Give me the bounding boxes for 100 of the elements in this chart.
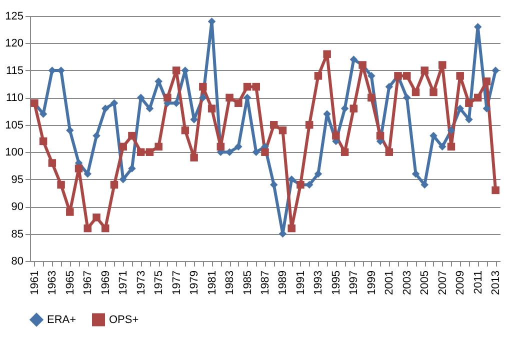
point [243,82,252,91]
point [208,104,216,112]
point [164,94,172,102]
point [438,142,446,151]
x-tick-label: 1999 [366,270,378,295]
point [270,180,278,189]
x-tick-label: 1971 [118,270,130,295]
point [234,142,242,151]
point [368,94,376,102]
y-tick-label: 95 [11,174,24,186]
legend-label: OPS+ [109,314,139,326]
x-tick-label: 2011 [472,270,484,294]
point [412,88,420,96]
point [412,170,420,178]
point [376,132,384,140]
point [190,154,198,162]
y-tick-label: 120 [5,38,24,50]
point [465,99,473,107]
x-tick-label: 1967 [82,270,94,295]
point [84,224,92,232]
point [350,104,358,112]
x-tick-label: 1987 [260,270,272,295]
point [474,94,482,102]
y-tick-label: 100 [5,146,24,159]
legend-label: ERA+ [47,314,76,326]
x-tick-label: 2009 [454,270,467,295]
point [288,175,296,184]
x-tick-label: 2013 [490,270,502,295]
point [66,208,74,216]
point [128,132,136,140]
point [340,104,349,112]
point [288,224,296,232]
point [216,142,225,151]
point [57,180,65,189]
x-tick-label: 1975 [153,270,166,295]
point [305,121,314,129]
point [234,99,242,107]
point [39,137,48,146]
point [102,224,110,232]
point [252,82,260,91]
point [146,148,154,156]
x-tick-label: 2001 [384,270,396,295]
y-tick-label: 80 [11,256,24,268]
point [482,77,491,86]
y-tick-label: 85 [11,228,24,240]
point [199,94,207,102]
point [314,170,322,178]
x-tick-label: 1989 [277,270,290,295]
x-tick-label: 1961 [28,270,41,295]
y-tick-label: 90 [11,201,24,214]
point [92,132,100,140]
point [181,126,190,134]
x-tick-label: 1991 [294,270,307,295]
point [438,61,446,69]
x-tick-label: 1965 [64,270,76,295]
y-tick-label: 110 [6,92,24,104]
point [252,148,260,156]
point [128,164,136,172]
point [136,148,145,156]
point [270,121,278,129]
point [492,66,500,74]
point [261,148,269,156]
point [226,94,234,102]
x-tick-label: 2003 [401,270,414,295]
point [314,72,322,80]
point [146,104,154,112]
point [172,66,180,74]
x-tick-label: 2005 [419,270,432,295]
point [102,104,110,112]
point [368,72,376,80]
point [447,142,456,151]
point [92,214,100,222]
point [323,50,331,58]
point [110,180,118,189]
x-tick-label: 1981 [206,270,218,295]
x-tick-label: 1963 [46,270,59,295]
point [447,126,456,134]
point [492,186,500,194]
y-tick-label: 125 [5,10,24,22]
point [385,82,394,91]
point [403,72,411,80]
point [110,99,118,107]
point [154,142,162,151]
point [119,142,127,151]
point [332,132,340,140]
point [482,104,491,112]
point [278,126,287,134]
point [199,82,207,91]
x-tick-label: 1997 [348,270,360,295]
x-tick-label: 1969 [100,270,112,295]
point [420,66,428,74]
x-tick-label: 1985 [242,270,254,295]
point [350,56,358,64]
point [430,88,438,96]
x-tick-label: 1995 [330,270,342,295]
y-tick-label: 105 [5,119,24,132]
x-tick-label: 1973 [135,270,148,295]
x-tick-label: 1979 [188,270,201,295]
point [48,159,56,167]
y-tick-label: 115 [6,64,24,77]
